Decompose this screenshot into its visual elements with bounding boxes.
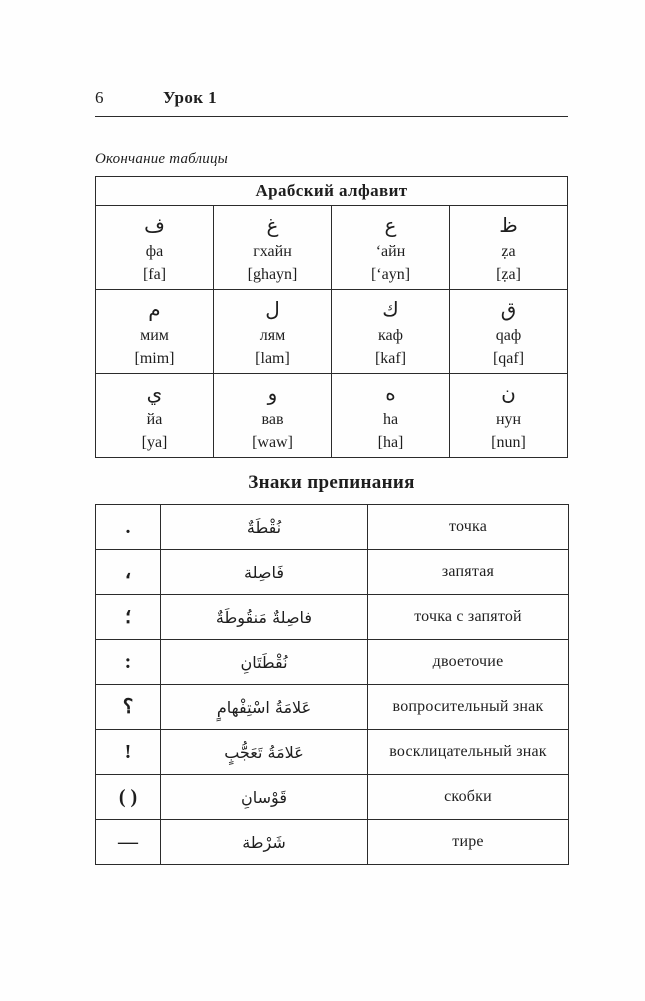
arabic-letter: ف [144, 212, 165, 237]
letter-transcription: [nun] [491, 433, 526, 451]
continuation-note: Окончание таблицы [95, 151, 229, 167]
arabic-letter: ن [501, 380, 516, 405]
table-row: . نُقْطَةٌ точка [95, 504, 569, 550]
letter-name: йа [146, 410, 163, 428]
arabic-letter: ق [500, 296, 517, 321]
table-row: ف фа [fa] غ гхайн [ghayn] ع ‘айн [‘ayn] … [95, 205, 568, 290]
letter-transcription: [qaf] [492, 349, 525, 367]
punctuation-arabic-term: قَوْسانِ [160, 774, 368, 820]
punctuation-arabic-term: شَرْطة [160, 819, 368, 865]
punctuation-symbol: ؛ [95, 594, 161, 640]
letter-transcription: [fa] [142, 265, 167, 283]
letter-transcription: [mim] [134, 349, 175, 367]
letter-transcription: [kaf] [374, 349, 407, 367]
letter-cell: ن нун [nun] [449, 373, 568, 458]
letter-name: ẓа [501, 242, 516, 260]
arabic-letter: ل [265, 296, 280, 321]
letter-name: hа [382, 410, 399, 428]
letter-name: каф [378, 326, 403, 344]
punctuation-russian-term: восклицательный знак [367, 729, 569, 775]
letter-name: лям [259, 326, 286, 344]
running-head: 6 Урок 1 [95, 88, 568, 117]
table-row: — شَرْطة тире [95, 819, 569, 865]
arabic-letter: ظ [499, 212, 518, 237]
letter-transcription: [ẓa] [496, 265, 521, 283]
punctuation-arabic-term: فاصِلةٌ مَنقُوطَةٌ [160, 594, 368, 640]
punctuation-symbol: — [95, 819, 161, 865]
punctuation-russian-term: вопросительный знак [367, 684, 569, 730]
punctuation-russian-term: тире [367, 819, 569, 865]
alphabet-table: Арабский алфавит ف фа [fa] غ гхайн [ghay… [95, 176, 568, 458]
letter-cell: ي йа [ya] [95, 373, 214, 458]
page-number: 6 [95, 88, 104, 107]
punctuation-arabic-term: نُقْطَتَانِ [160, 639, 368, 685]
letter-name: гхайн [253, 242, 292, 260]
punctuation-arabic-term: نُقْطَةٌ [160, 504, 368, 550]
letter-cell: م мим [mim] [95, 289, 214, 374]
letter-cell: ل лям [lam] [213, 289, 332, 374]
arabic-letter: ع [384, 212, 397, 237]
letter-cell: ق qаф [qaf] [449, 289, 568, 374]
table-row: : نُقْطَتَانِ двоеточие [95, 639, 569, 685]
letter-name: qаф [495, 326, 522, 344]
letter-cell: ظ ẓа [ẓa] [449, 205, 568, 290]
letter-name: фа [145, 242, 164, 260]
table-row: م мим [mim] ل лям [lam] ك каф [kaf] ق qа… [95, 289, 568, 374]
punctuation-arabic-term: عَلامَةُ اسْتِفْهامٍ [160, 684, 368, 730]
letter-cell: و вав [waw] [213, 373, 332, 458]
punctuation-symbol: ؟ [95, 684, 161, 730]
letter-cell: ك каф [kaf] [331, 289, 450, 374]
letter-name: нун [495, 410, 522, 428]
letter-transcription: [ghayn] [247, 265, 298, 283]
lesson-title: Урок 1 [163, 88, 217, 107]
letter-transcription: [‘ayn] [370, 265, 411, 283]
punctuation-arabic-term: فَاصِلة [160, 549, 368, 595]
arabic-letter: ك [382, 296, 399, 321]
punctuation-symbol: ( ) [95, 774, 161, 820]
punctuation-arabic-term: عَلامَةُ تَعَجُّبٍ [160, 729, 368, 775]
letter-cell: ه hа [ha] [331, 373, 450, 458]
arabic-letter: غ [266, 212, 279, 237]
punctuation-symbol: ، [95, 549, 161, 595]
punctuation-section-title: Знаки препинания [248, 472, 415, 493]
letter-transcription: [waw] [252, 433, 293, 451]
punctuation-russian-term: двоеточие [367, 639, 569, 685]
letter-cell: ف фа [fa] [95, 205, 214, 290]
punctuation-table: . نُقْطَةٌ точка ، فَاصِلة запятая ؛ فاص… [95, 504, 569, 865]
arabic-letter: ه [385, 380, 396, 405]
letter-transcription: [ya] [141, 433, 168, 451]
letter-name: вав [261, 410, 284, 428]
letter-cell: ع ‘айн [‘ayn] [331, 205, 450, 290]
arabic-letter: ي [146, 380, 163, 405]
letter-name: ‘айн [375, 242, 406, 260]
letter-name: мим [140, 326, 169, 344]
table-row: ؛ فاصِلةٌ مَنقُوطَةٌ точка с запятой [95, 594, 569, 640]
punctuation-russian-term: точка [367, 504, 569, 550]
letter-transcription: [lam] [255, 349, 290, 367]
alphabet-table-title: Арабский алфавит [95, 176, 568, 206]
punctuation-symbol: . [95, 504, 161, 550]
table-row: ي йа [ya] و вав [waw] ه hа [ha] ن нун [95, 373, 568, 458]
table-row: Арабский алфавит [95, 176, 568, 206]
table-row: ؟ عَلامَةُ اسْتِفْهامٍ вопросительный зн… [95, 684, 569, 730]
punctuation-russian-term: скобки [367, 774, 569, 820]
table-row: ! عَلامَةُ تَعَجُّبٍ восклицательный зна… [95, 729, 569, 775]
arabic-letter: م [148, 296, 161, 321]
letter-transcription: [ha] [377, 433, 404, 451]
letter-cell: غ гхайн [ghayn] [213, 205, 332, 290]
punctuation-symbol: ! [95, 729, 161, 775]
table-row: ( ) قَوْسانِ скобки [95, 774, 569, 820]
table-row: ، فَاصِلة запятая [95, 549, 569, 595]
punctuation-russian-term: запятая [367, 549, 569, 595]
punctuation-russian-term: точка с запятой [367, 594, 569, 640]
punctuation-symbol: : [95, 639, 161, 685]
arabic-letter: و [267, 380, 278, 405]
